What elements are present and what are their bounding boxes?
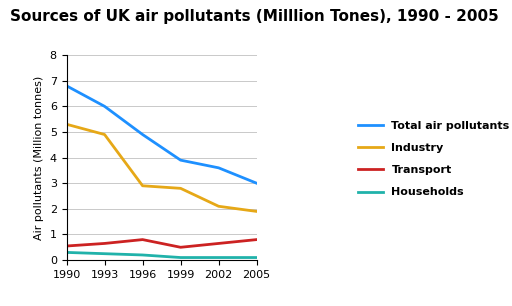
Transport: [178, 245, 184, 249]
Text: Sources of UK air pollutants (Milllion Tones), 1990 - 2005: Sources of UK air pollutants (Milllion T…: [10, 9, 499, 24]
Households: [216, 256, 222, 259]
Line: Industry: Industry: [67, 124, 257, 211]
Transport: [253, 238, 260, 241]
Transport: [216, 242, 222, 245]
Transport: [101, 242, 108, 245]
Households: [63, 251, 70, 254]
Households: [101, 252, 108, 256]
Line: Households: Households: [67, 252, 257, 258]
Industry: [178, 186, 184, 190]
Households: [253, 256, 260, 259]
Legend: Total air pollutants, Industry, Transport, Households: Total air pollutants, Industry, Transpor…: [354, 116, 512, 202]
Y-axis label: Air pollutants (Million tonnes): Air pollutants (Million tonnes): [34, 76, 44, 240]
Households: [140, 253, 146, 257]
Total air pollutants: [253, 181, 260, 185]
Transport: [63, 244, 70, 248]
Transport: [140, 238, 146, 241]
Line: Total air pollutants: Total air pollutants: [67, 86, 257, 183]
Line: Transport: Transport: [67, 240, 257, 247]
Industry: [101, 133, 108, 136]
Total air pollutants: [140, 133, 146, 136]
Total air pollutants: [101, 105, 108, 108]
Total air pollutants: [63, 84, 70, 88]
Households: [178, 256, 184, 259]
Industry: [253, 210, 260, 213]
Total air pollutants: [178, 158, 184, 162]
Industry: [63, 122, 70, 126]
Industry: [216, 204, 222, 208]
Industry: [140, 184, 146, 188]
Total air pollutants: [216, 166, 222, 170]
